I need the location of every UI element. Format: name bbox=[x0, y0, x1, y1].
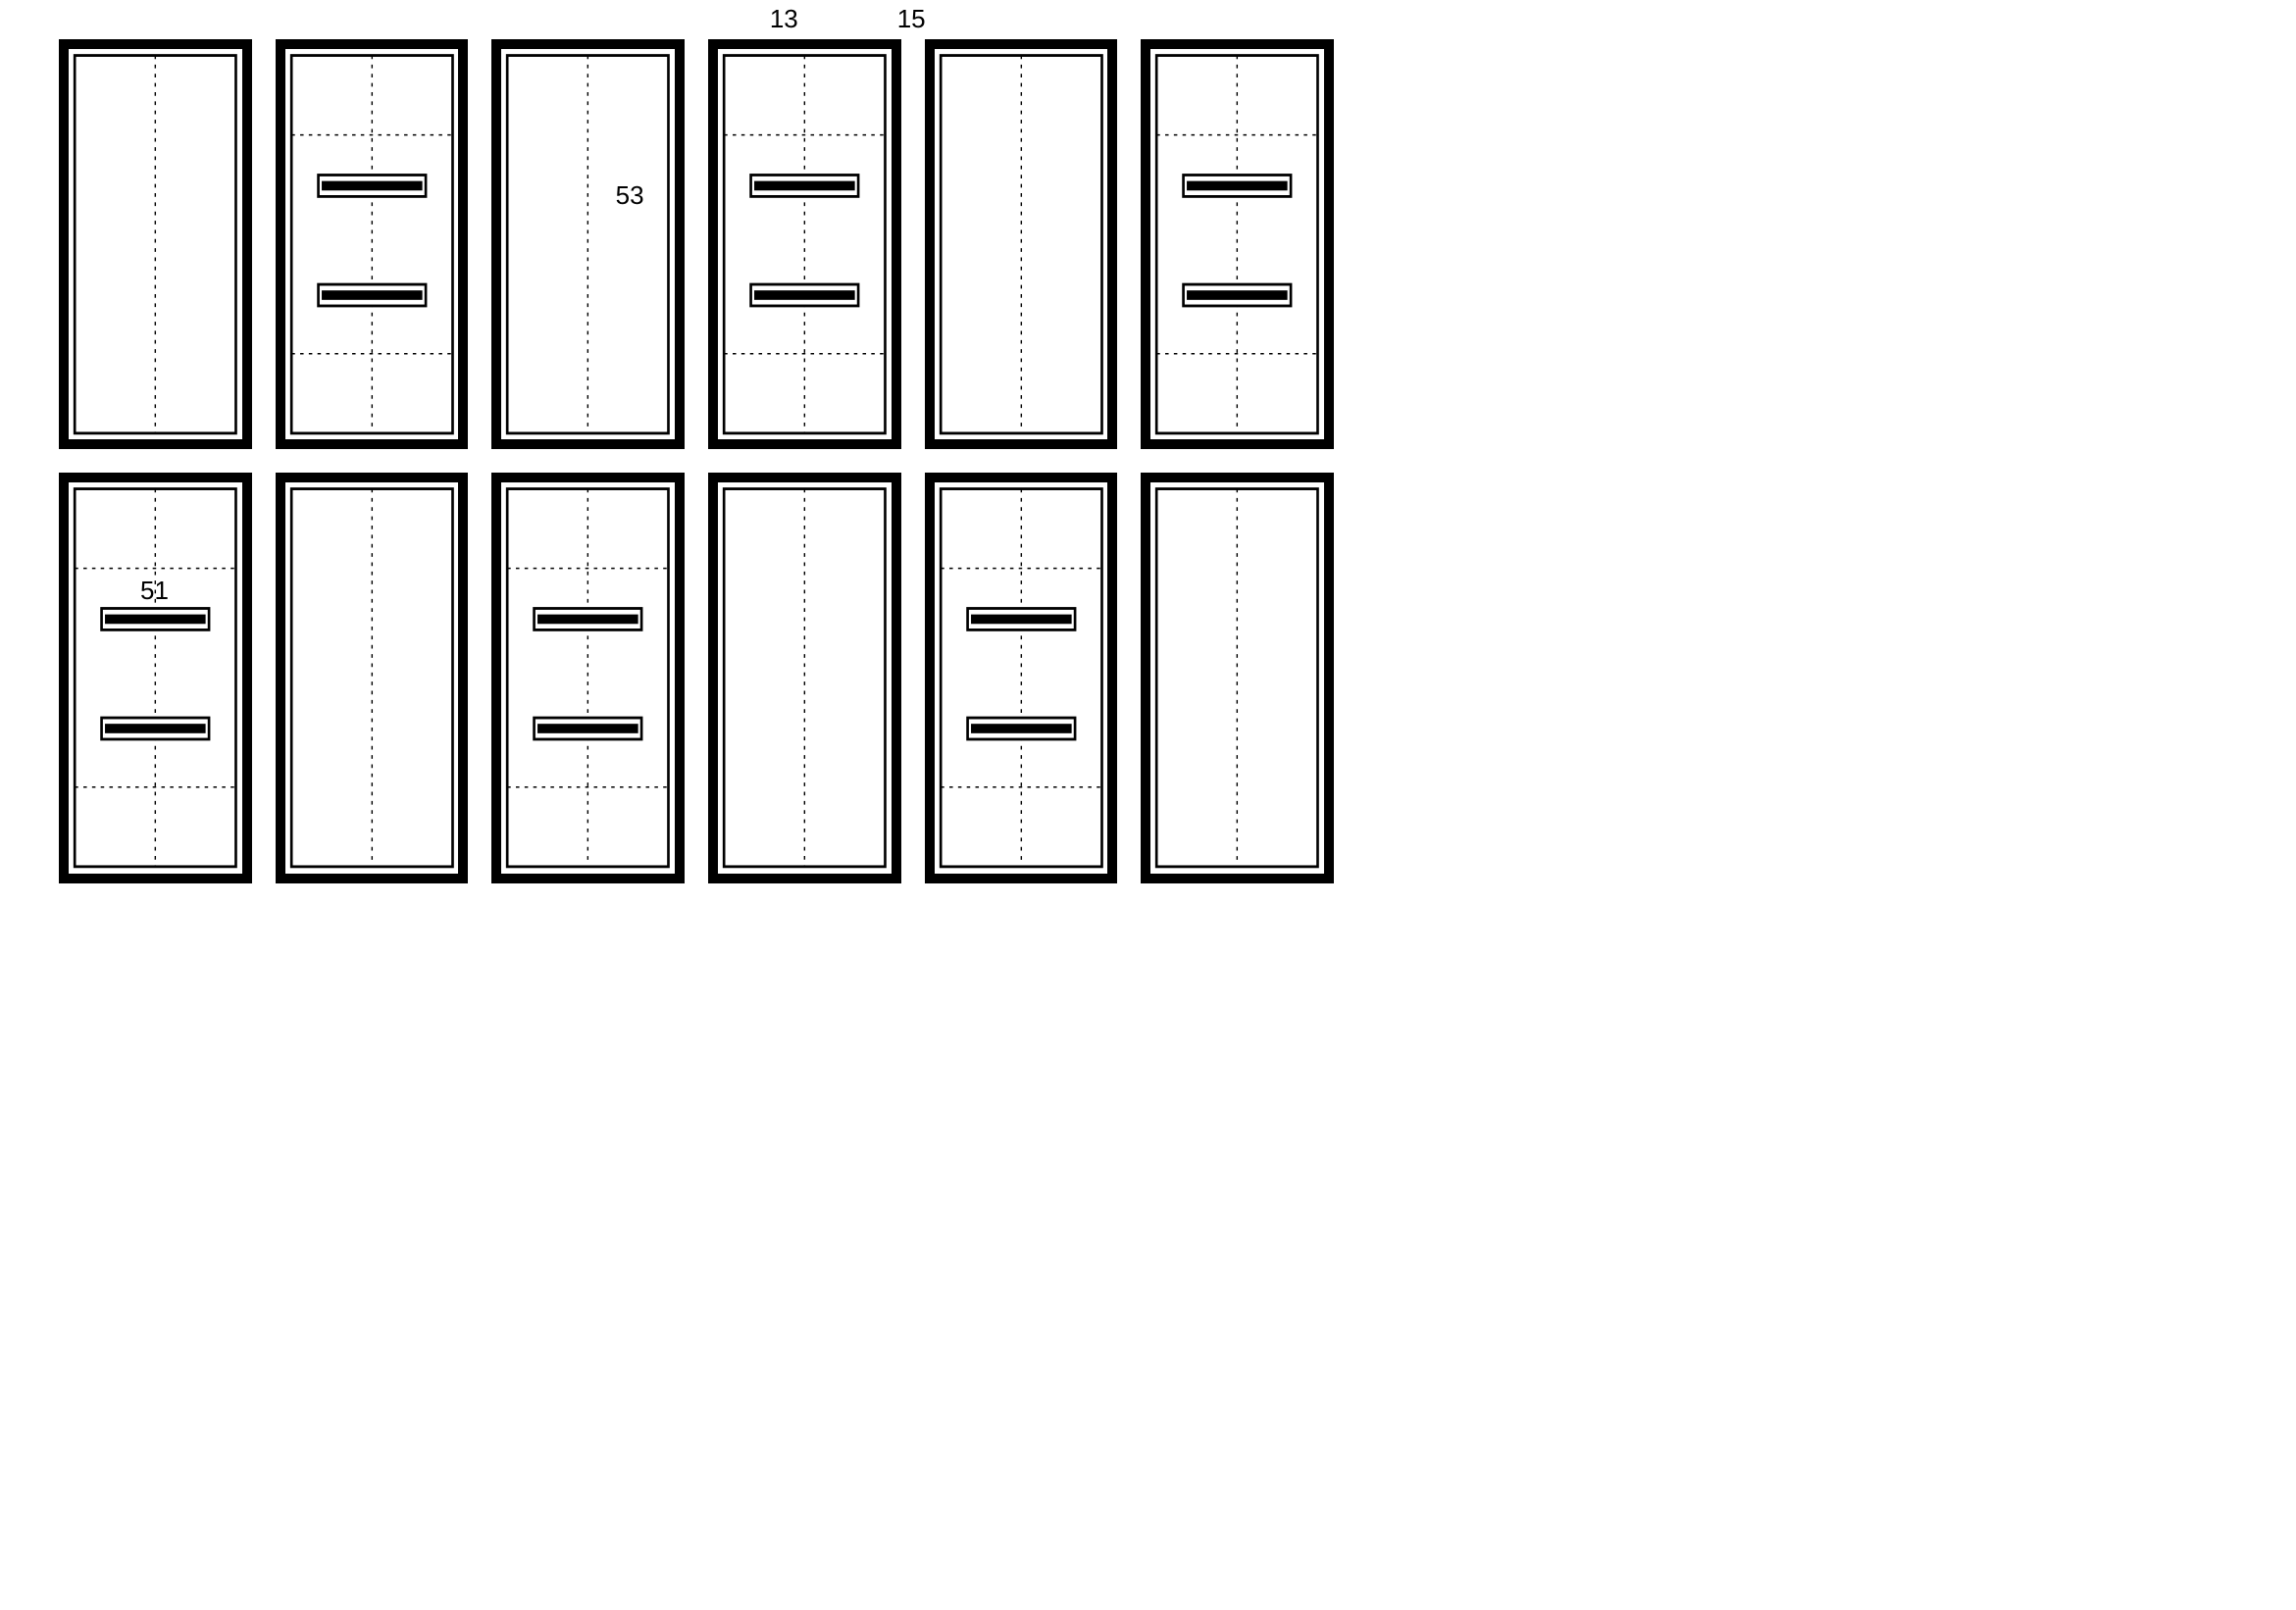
slot-lower bbox=[318, 284, 426, 306]
panel-plain bbox=[491, 39, 685, 449]
callout-label: 13 bbox=[770, 4, 798, 34]
panel-with-slots bbox=[1141, 39, 1334, 449]
panel-plain bbox=[925, 39, 1118, 449]
panel-with-slots bbox=[491, 473, 685, 882]
slot-lower bbox=[102, 718, 210, 739]
callout-label: 15 bbox=[897, 4, 926, 34]
slot-upper bbox=[102, 609, 210, 630]
slot-lower bbox=[967, 718, 1075, 739]
slot-upper bbox=[318, 175, 426, 196]
slot-lower bbox=[1184, 284, 1292, 306]
diagram-grid bbox=[59, 39, 1334, 883]
panel-with-slots bbox=[925, 473, 1118, 882]
panel-with-slots bbox=[59, 473, 252, 882]
slot-upper bbox=[1184, 175, 1292, 196]
slot-upper bbox=[751, 175, 859, 196]
slot-lower bbox=[535, 718, 642, 739]
panel-plain bbox=[1141, 473, 1334, 882]
slot-upper bbox=[535, 609, 642, 630]
slot-upper bbox=[967, 609, 1075, 630]
panel-with-slots bbox=[708, 39, 901, 449]
panel-plain bbox=[708, 473, 901, 882]
panel-with-slots bbox=[276, 39, 469, 449]
slot-lower bbox=[751, 284, 859, 306]
panel-plain bbox=[59, 39, 252, 449]
panel-plain bbox=[276, 473, 469, 882]
